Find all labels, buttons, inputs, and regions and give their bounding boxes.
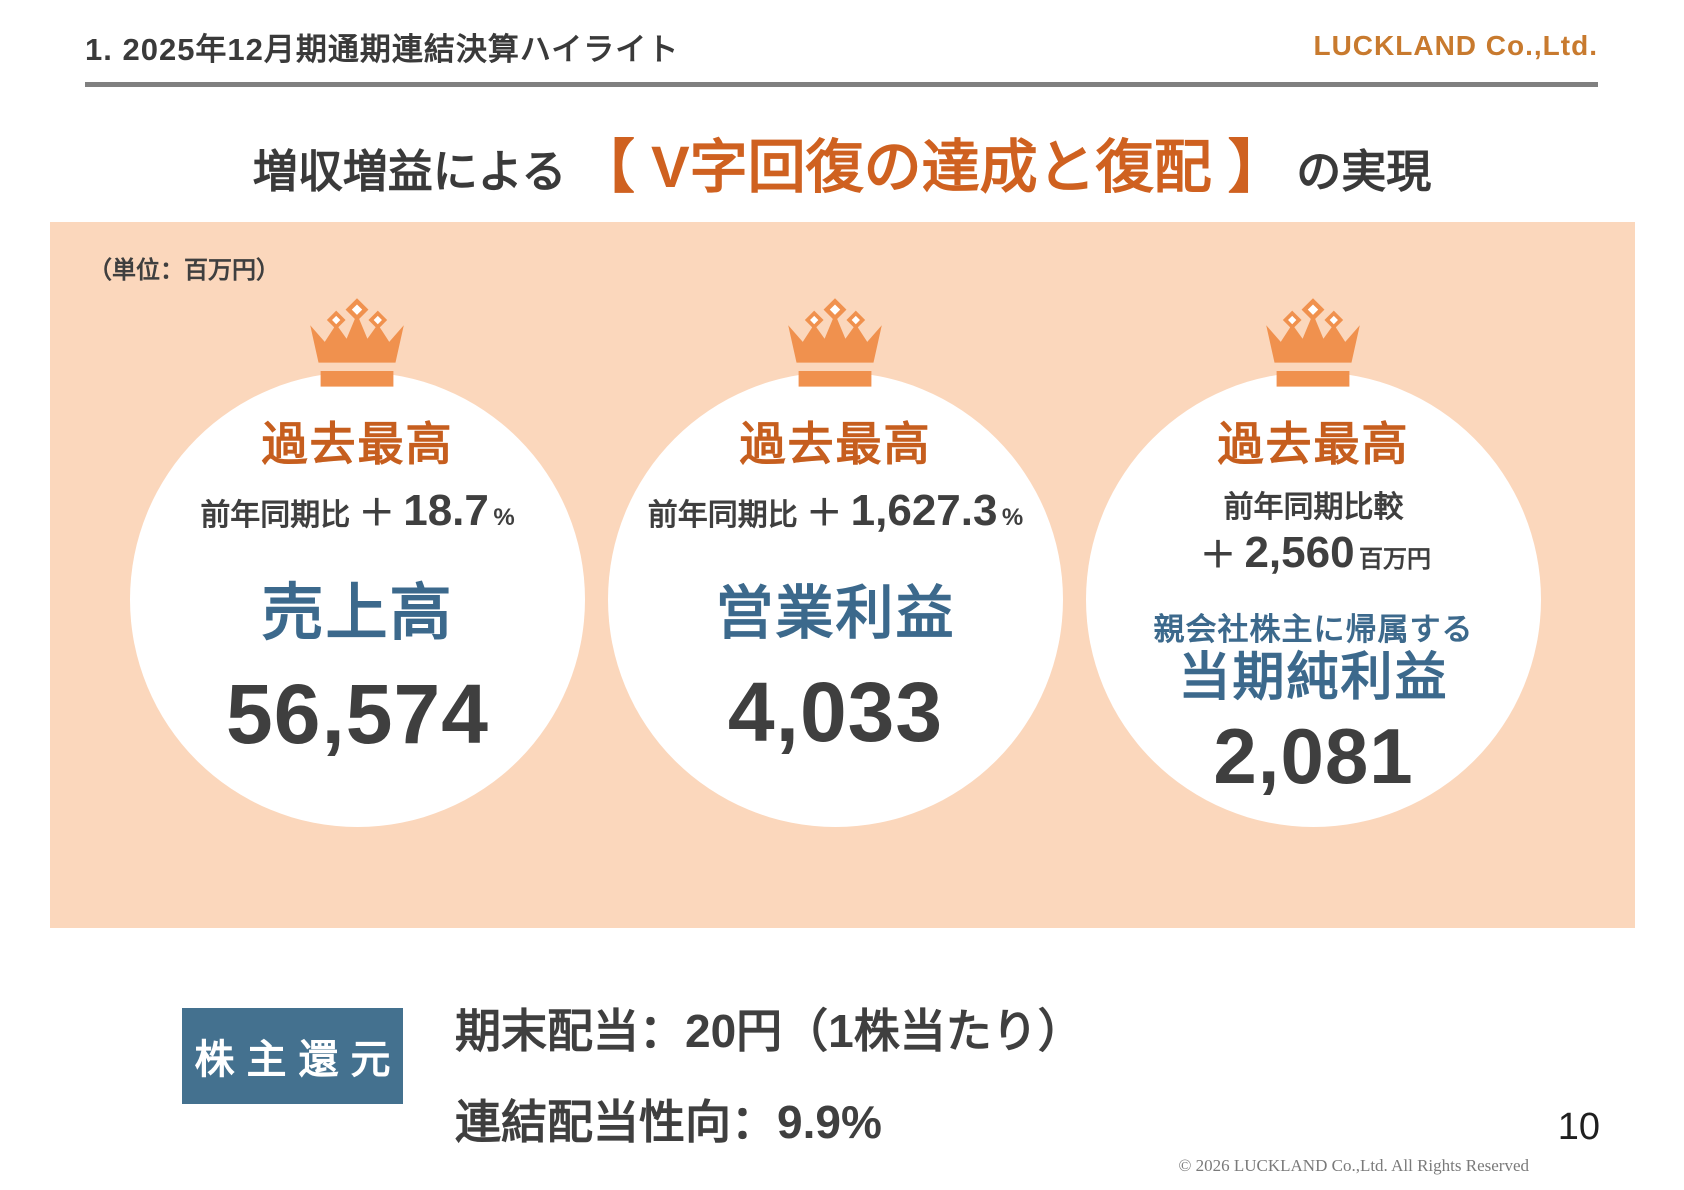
yoy-comparison: 前年同期比 ＋ 1,627.3 % (608, 484, 1063, 536)
record-high-badge: 過去最高 (739, 418, 932, 470)
shareholder-return-box: 株主還元 (182, 1008, 403, 1104)
record-high-badge: 過去最高 (1217, 418, 1410, 470)
metric-name: 売上高 (261, 579, 454, 648)
yoy-value: 2,560 (1244, 528, 1355, 577)
plus-sign: ＋ (1199, 534, 1236, 575)
record-high-badge: 過去最高 (261, 418, 454, 470)
yoy-value: 18.7 (403, 486, 489, 535)
metric-name: 営業利益 (715, 581, 956, 646)
headline-prefix: 増収増益による (252, 146, 567, 197)
yoy-comparison-value: ＋ 2,560 百万円 (1086, 526, 1541, 578)
kpi-card-operating-profit: 過去最高 前年同期比 ＋ 1,627.3 % 営業利益 4,033 (608, 372, 1063, 827)
payout-ratio-text: 連結配当性向：9.9% (455, 1096, 882, 1148)
page-number: 10 (1557, 1106, 1600, 1148)
kpi-card-net-sales: 過去最高 前年同期比 ＋ 18.7 % 売上高 56,574 (130, 372, 585, 827)
yoy-label: 前年同期比 (647, 499, 798, 532)
unit-label: （単位：百万円） (88, 257, 280, 284)
yoy-unit: % (493, 504, 515, 531)
yoy-unit: % (1001, 504, 1024, 531)
metric-value: 2,081 (1213, 711, 1414, 800)
yoy-comparison-label: 前年同期比較 (1086, 482, 1541, 526)
plus-sign: ＋ (358, 492, 395, 533)
year-end-dividend-text: 期末配当：20円（1株当たり） (455, 1005, 1084, 1057)
shareholder-return-label: 株主還元 (194, 1038, 403, 1082)
metric-value: 56,574 (226, 667, 489, 761)
metric-name: 当期純利益 (1178, 649, 1449, 707)
yoy-label: 前年同期比較 (1223, 491, 1404, 524)
yoy-value: 1,627.3 (850, 486, 998, 535)
crown-icon (1266, 298, 1360, 387)
yoy-unit: 百万円 (1359, 546, 1432, 573)
kpi-card-net-income: 過去最高 前年同期比較 ＋ 2,560 百万円 親会社株主に帰属する 当期純利益… (1086, 372, 1541, 827)
copyright-notice: © 2026 LUCKLAND Co.,Ltd. All Rights Rese… (1178, 1156, 1529, 1175)
crown-icon (310, 298, 404, 387)
header-divider (85, 82, 1598, 87)
headline-highlight: 【 V字回復の達成と復配 】 (576, 135, 1286, 200)
headline: 増収増益による 【 V字回復の達成と復配 】 の実現 (0, 120, 1684, 204)
metric-name-prefix: 親会社株主に帰属する (1153, 612, 1474, 647)
slide-title: 1. 2025年12月期通期連結決算ハイライト (85, 32, 680, 67)
headline-suffix: の実現 (1296, 146, 1432, 197)
crown-icon (788, 298, 882, 387)
yoy-comparison: 前年同期比 ＋ 18.7 % (130, 484, 585, 536)
company-logo: LUCKLAND Co.,Ltd. (1313, 30, 1598, 61)
metric-value: 4,033 (727, 665, 944, 759)
plus-sign: ＋ (806, 492, 843, 533)
yoy-label: 前年同期比 (200, 499, 351, 532)
